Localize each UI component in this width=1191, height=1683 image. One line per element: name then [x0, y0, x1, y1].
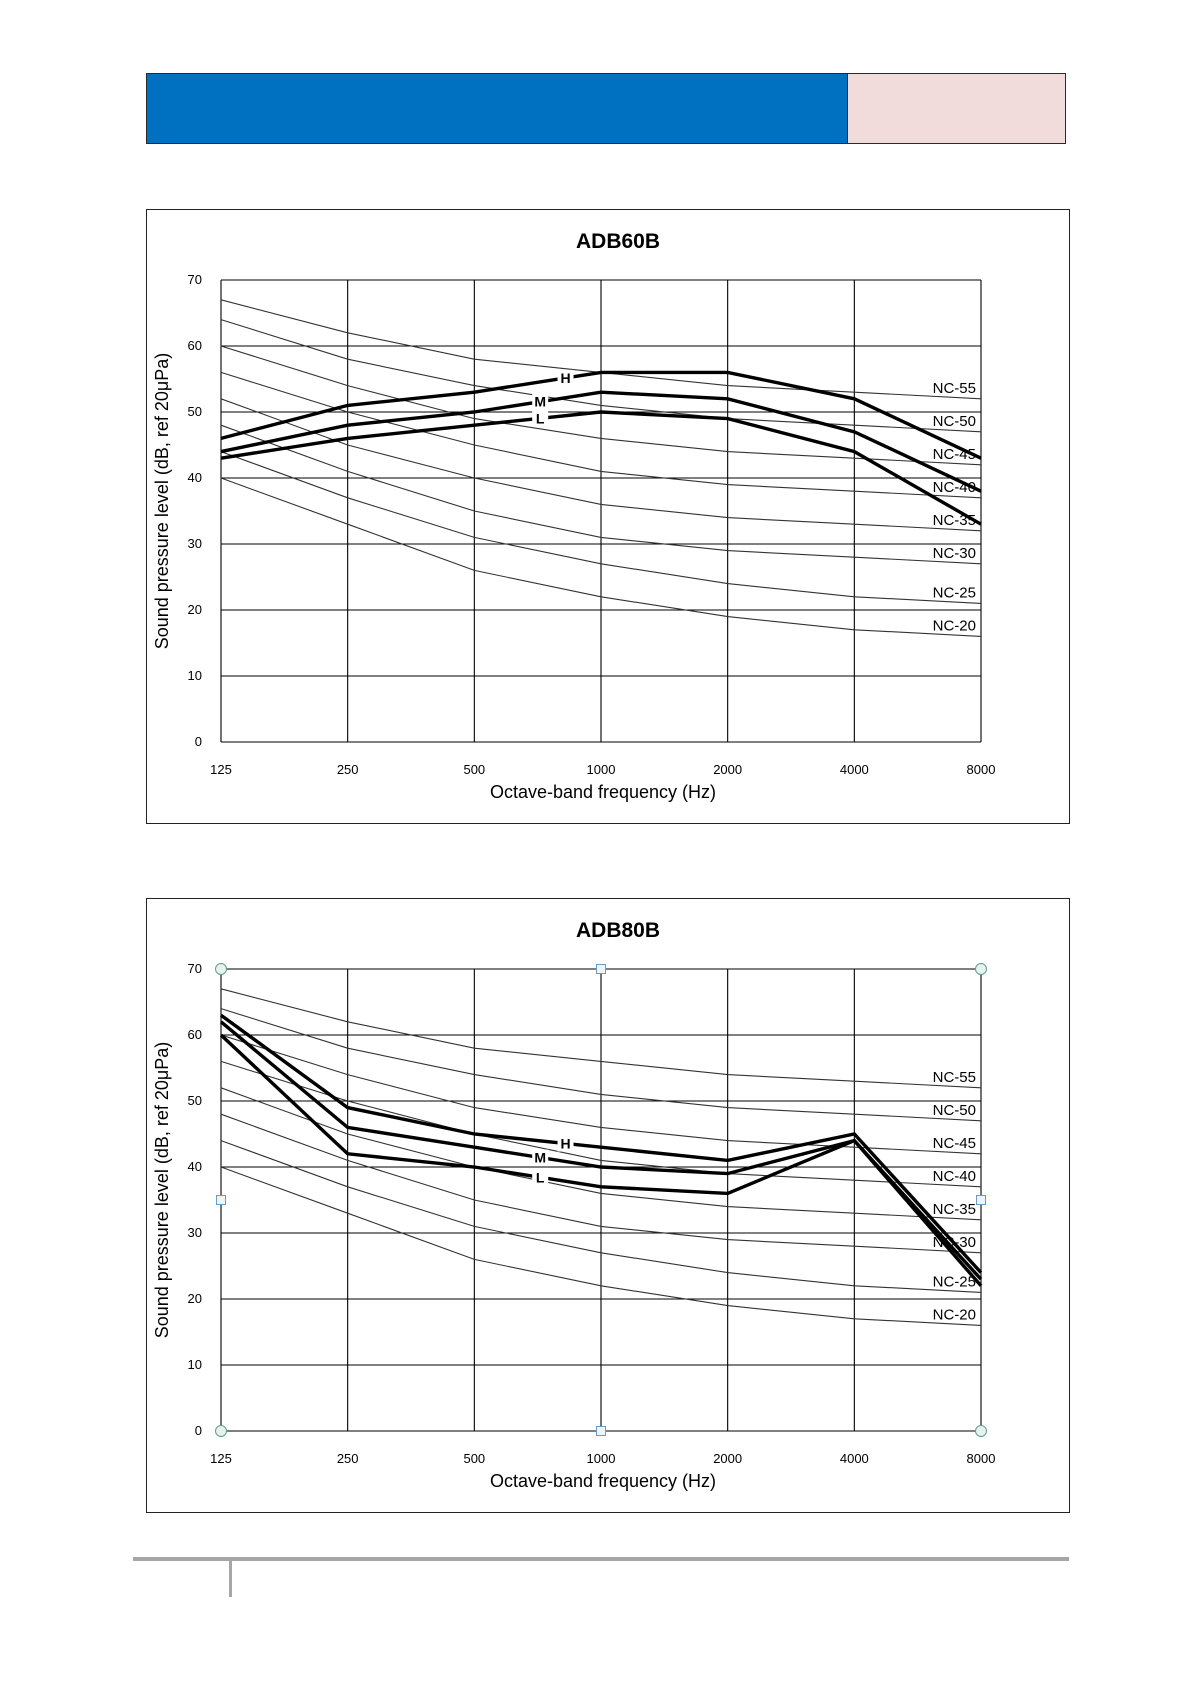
- series-label-bg: [557, 1135, 574, 1152]
- x-tick-label: 250: [337, 1451, 359, 1466]
- selection-handle-corner: [215, 963, 227, 975]
- series-line: [219, 1013, 983, 1274]
- chart-adb80b-svg: ADB80B 0 10 20 30 40 50 60 70 125 250 500 1000 2000 40…: [152, 919, 996, 1491]
- series-label: L: [536, 1169, 545, 1185]
- footer-tick: [229, 1561, 232, 1597]
- series-line: [219, 1033, 983, 1287]
- chart-adb60b: ADB60B 0 10 20 30 40 50 60 70 125 250 500 1000 2000 40…: [146, 209, 1070, 824]
- y-tick-label: 60: [188, 338, 202, 353]
- nc-curve-line: [220, 1034, 982, 1155]
- y-tick-label: 10: [188, 1357, 202, 1372]
- y-tick-label: 40: [188, 1159, 202, 1174]
- y-tick-label: 30: [188, 536, 202, 551]
- selection-handle-side: [976, 1195, 986, 1205]
- selection-handle-corner: [215, 1425, 227, 1437]
- y-tick-label: 50: [188, 1093, 202, 1108]
- nc-curve-line: [220, 1166, 982, 1326]
- series-label-bg: [557, 369, 574, 386]
- nc-curve-label: NC-50: [933, 1102, 976, 1119]
- nc-curve-label: NC-55: [933, 1069, 976, 1086]
- nc-curve-line: [220, 988, 982, 1089]
- series-line: [220, 370, 982, 460]
- x-tick-label: 8000: [967, 1451, 996, 1466]
- x-tick-label: 125: [210, 762, 232, 777]
- selection-handle-side: [216, 1195, 226, 1205]
- y-tick-label: 0: [195, 734, 202, 749]
- nc-curve-line: [220, 398, 982, 532]
- y-tick-label: 60: [188, 1027, 202, 1042]
- x-tick-label: 4000: [840, 1451, 869, 1466]
- x-tick-label: 2000: [713, 762, 742, 777]
- selection-handle-corner: [975, 963, 987, 975]
- nc-curve-line: [220, 371, 982, 499]
- x-tick-label: 8000: [967, 762, 996, 777]
- nc-curve-label: NC-40: [933, 1168, 976, 1185]
- y-tick-label: 50: [188, 404, 202, 419]
- series-label: M: [534, 1149, 546, 1165]
- chart-title: ADB60B: [576, 230, 660, 253]
- x-tick-label: 500: [463, 762, 485, 777]
- selection-handle-corner: [975, 1425, 987, 1437]
- nc-curve-label: NC-25: [933, 1273, 976, 1290]
- series-label-bg: [532, 1149, 549, 1166]
- y-tick-label: 20: [188, 602, 202, 617]
- nc-curve-line: [220, 1008, 982, 1122]
- x-tick-label: 1000: [587, 762, 616, 777]
- series-label-bg: [532, 393, 549, 410]
- footer-rule: [133, 1557, 1069, 1561]
- series-label: M: [534, 394, 546, 410]
- nc-curve-line: [220, 424, 982, 565]
- series-line: [220, 410, 982, 526]
- nc-curve-line: [220, 1087, 982, 1221]
- series-label-bg: [532, 410, 549, 427]
- series-line: [220, 390, 982, 493]
- nc-curve-label: NC-30: [933, 545, 976, 562]
- y-tick-label: 0: [195, 1423, 202, 1438]
- chart-adb80b: ADB80B 0 10 20 30 40 50 60 70 125 250 500 1000 2000 40…: [146, 898, 1070, 1513]
- page-header-bar: [146, 73, 1066, 144]
- series-label: L: [536, 410, 545, 426]
- x-tick-label: 125: [210, 1451, 232, 1466]
- nc-curve-label: NC-20: [933, 617, 976, 634]
- nc-curve-line: [220, 477, 982, 637]
- selection-handle-side: [596, 964, 606, 974]
- x-tick-label: 4000: [840, 762, 869, 777]
- y-tick-label: 70: [188, 961, 202, 976]
- nc-curve-line: [220, 345, 982, 466]
- y-axis-label: Sound pressure level (dB, ref 20μPa): [152, 1042, 172, 1339]
- nc-curve-line: [220, 1060, 982, 1188]
- x-tick-label: 250: [337, 762, 359, 777]
- y-tick-label: 40: [188, 470, 202, 485]
- series-label: H: [560, 370, 570, 386]
- y-tick-label: 20: [188, 1291, 202, 1306]
- y-tick-label: 70: [188, 272, 202, 287]
- nc-curve-line: [220, 1113, 982, 1254]
- nc-curve-line: [220, 319, 982, 433]
- y-tick-label: 10: [188, 668, 202, 683]
- y-tick-label: 30: [188, 1225, 202, 1240]
- selection-handle-side: [596, 1426, 606, 1436]
- series-label-bg: [532, 1169, 549, 1186]
- x-tick-label: 1000: [587, 1451, 616, 1466]
- nc-curve-line: [220, 451, 982, 604]
- y-axis-label: Sound pressure level (dB, ref 20μPa): [152, 353, 172, 650]
- chart-adb60b-svg: ADB60B 0 10 20 30 40 50 60 70 125 250 500 1000 2000 40…: [152, 230, 996, 802]
- chart-title: ADB80B: [576, 919, 660, 942]
- nc-curve-label: NC-45: [933, 1135, 976, 1152]
- nc-curve-line: [220, 1140, 982, 1293]
- nc-curve-label: NC-25: [933, 584, 976, 601]
- nc-curve-label: NC-50: [933, 413, 976, 430]
- x-axis-label: Octave-band frequency (Hz): [490, 782, 716, 802]
- header-pink-block: [848, 74, 1065, 143]
- nc-curve-label: NC-35: [933, 1201, 976, 1218]
- x-tick-label: 2000: [713, 1451, 742, 1466]
- x-tick-label: 500: [463, 1451, 485, 1466]
- series-label: H: [560, 1136, 570, 1152]
- x-axis-label: Octave-band frequency (Hz): [490, 1471, 716, 1491]
- nc-curve-label: NC-20: [933, 1306, 976, 1323]
- nc-curve-label: NC-35: [933, 512, 976, 529]
- header-blue-block: [147, 74, 848, 143]
- nc-curve-label: NC-55: [933, 380, 976, 397]
